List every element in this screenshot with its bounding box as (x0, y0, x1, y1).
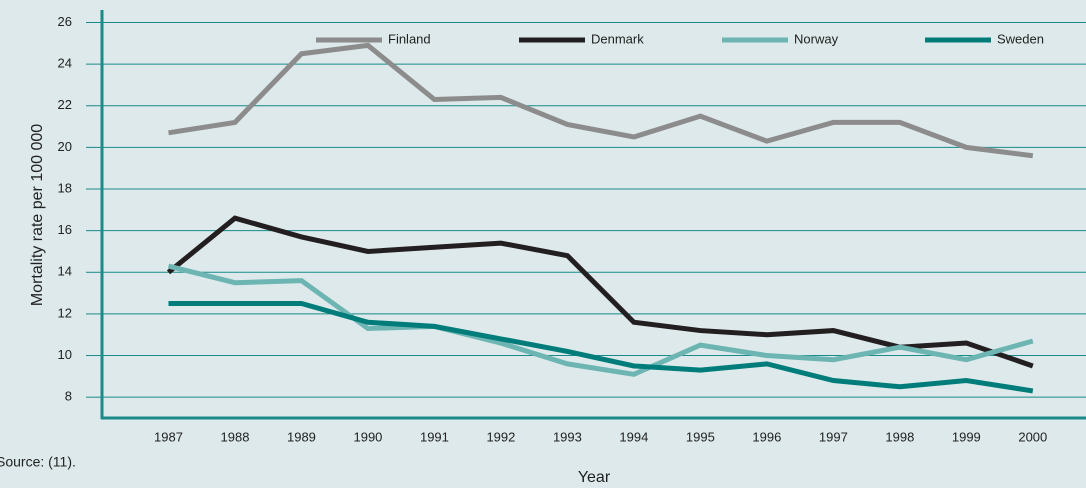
legend-label: Finland (388, 31, 431, 46)
x-tick-label: 1988 (221, 429, 250, 444)
x-axis-label: Year (578, 469, 611, 486)
legend-label: Norway (794, 31, 839, 46)
x-tick-label: 1994 (619, 429, 648, 444)
y-tick-label: 24 (58, 56, 72, 71)
y-axis-label: Mortality rate per 100 000 (29, 124, 46, 306)
x-tick-label: 1997 (819, 429, 848, 444)
y-tick-label: 14 (58, 264, 72, 279)
x-tick-label: 1987 (154, 429, 183, 444)
y-tick-label: 8 (65, 389, 72, 404)
y-tick-label: 26 (58, 14, 72, 29)
legend-label: Sweden (997, 31, 1044, 46)
line-series (168, 42, 1034, 159)
x-tick-label: 1990 (353, 429, 382, 444)
x-tick-label: 2000 (1018, 429, 1047, 444)
y-tick-label: 10 (58, 347, 72, 362)
x-tick-label: 1996 (752, 429, 781, 444)
x-tick-label: 1999 (952, 429, 981, 444)
line-series (168, 301, 1034, 394)
x-tick-label: 1991 (420, 429, 449, 444)
y-tick-label: 18 (58, 180, 72, 195)
line-series (167, 263, 1034, 377)
x-tick-label: 1995 (686, 429, 715, 444)
source-note: Source: (11). (0, 454, 76, 470)
legend-label: Denmark (591, 31, 644, 46)
x-tick-label: 1993 (553, 429, 582, 444)
y-tick-label: 12 (58, 305, 72, 320)
x-tick-label: 1998 (885, 429, 914, 444)
y-tick-label: 22 (58, 97, 72, 112)
y-tick-label: 20 (58, 139, 72, 154)
x-tick-label: 1989 (287, 429, 316, 444)
line-series (166, 215, 1034, 369)
x-tick-label: 1992 (486, 429, 515, 444)
y-tick-label: 16 (58, 222, 72, 237)
